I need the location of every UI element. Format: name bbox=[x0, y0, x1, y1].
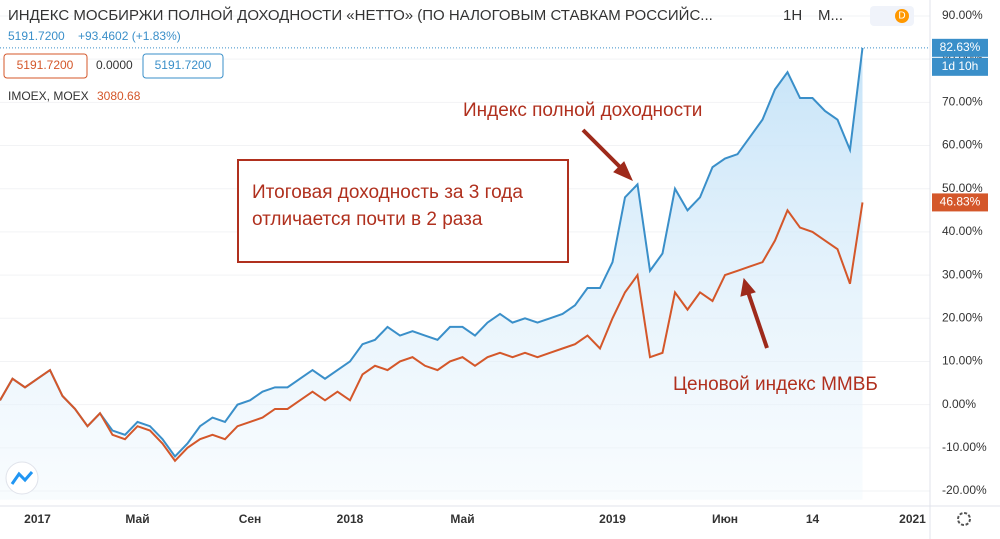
change: +93.4602 (+1.83%) bbox=[78, 29, 181, 43]
annotation: отличается почти в 2 раза bbox=[252, 209, 483, 230]
compare-name: IMOEX, MOEX bbox=[8, 89, 89, 103]
countdown: 1d 10h bbox=[942, 59, 979, 73]
countdown-bg bbox=[932, 57, 988, 76]
compare-value: 3080.68 bbox=[97, 89, 141, 103]
box-text: 5191.7200 bbox=[155, 58, 212, 72]
x-tick-label: Сен bbox=[239, 512, 262, 526]
plot bbox=[0, 15, 930, 500]
x-tick-label: 2019 bbox=[599, 512, 626, 526]
box-text: 5191.7200 bbox=[17, 58, 74, 72]
price-label-bg bbox=[932, 193, 988, 212]
y-tick-label: 40.00% bbox=[942, 224, 983, 238]
y-tick-label: 60.00% bbox=[942, 138, 983, 152]
more: M... bbox=[818, 7, 843, 24]
arrows bbox=[581, 128, 769, 349]
interval: 1H bbox=[783, 7, 802, 24]
arrow bbox=[746, 291, 769, 349]
annotation: Итоговая доходность за 3 года bbox=[252, 182, 523, 203]
logo-icon bbox=[10, 471, 34, 485]
annotation: Индекс полной доходности bbox=[463, 100, 702, 121]
line bbox=[0, 202, 864, 463]
area bbox=[0, 47, 863, 500]
price: 5191.7200 bbox=[8, 29, 65, 43]
x-tick-label: 14 bbox=[806, 512, 820, 526]
settings[interactable] bbox=[957, 512, 971, 526]
box-1 bbox=[3, 53, 88, 79]
line bbox=[0, 47, 864, 459]
y-tick-label: -20.00% bbox=[942, 483, 987, 497]
y-tick-label: 70.00% bbox=[942, 95, 983, 109]
y-tick-label: -10.00% bbox=[942, 440, 987, 454]
price-label: 82.63% bbox=[940, 40, 981, 54]
y-tick-label: 30.00% bbox=[942, 267, 983, 281]
price-label-bg bbox=[932, 38, 988, 57]
annotation: Ценовой индекс ММВБ bbox=[673, 374, 878, 395]
box-text: 0.0000 bbox=[96, 58, 133, 72]
y-tick-label: 0.00% bbox=[942, 397, 976, 411]
badge-dot bbox=[895, 9, 909, 23]
y-tick-label: 90.00% bbox=[942, 8, 983, 22]
y-tick-label: 10.00% bbox=[942, 354, 983, 368]
price-label: 46.83% bbox=[940, 195, 981, 209]
title: ИНДЕКС МОСБИРЖИ ПОЛНОЙ ДОХОДНОСТИ «НЕТТО… bbox=[8, 6, 713, 24]
x-tick-label: 2017 bbox=[24, 512, 51, 526]
y-tick-label: 50.00% bbox=[942, 181, 983, 195]
y-tick-label: 20.00% bbox=[942, 310, 983, 324]
x-tick-label: 2021 bbox=[899, 512, 926, 526]
arrow-head bbox=[740, 277, 756, 297]
badge: D bbox=[898, 11, 905, 22]
x-tick-label: Июн bbox=[712, 512, 738, 526]
annotation-box bbox=[237, 159, 569, 263]
x-tick-label: Май bbox=[125, 512, 149, 526]
arrow-head bbox=[613, 161, 633, 181]
x-tick-label: Май bbox=[450, 512, 474, 526]
x-tick-label: 2018 bbox=[337, 512, 364, 526]
box-3 bbox=[142, 53, 224, 79]
arrow bbox=[581, 128, 626, 173]
